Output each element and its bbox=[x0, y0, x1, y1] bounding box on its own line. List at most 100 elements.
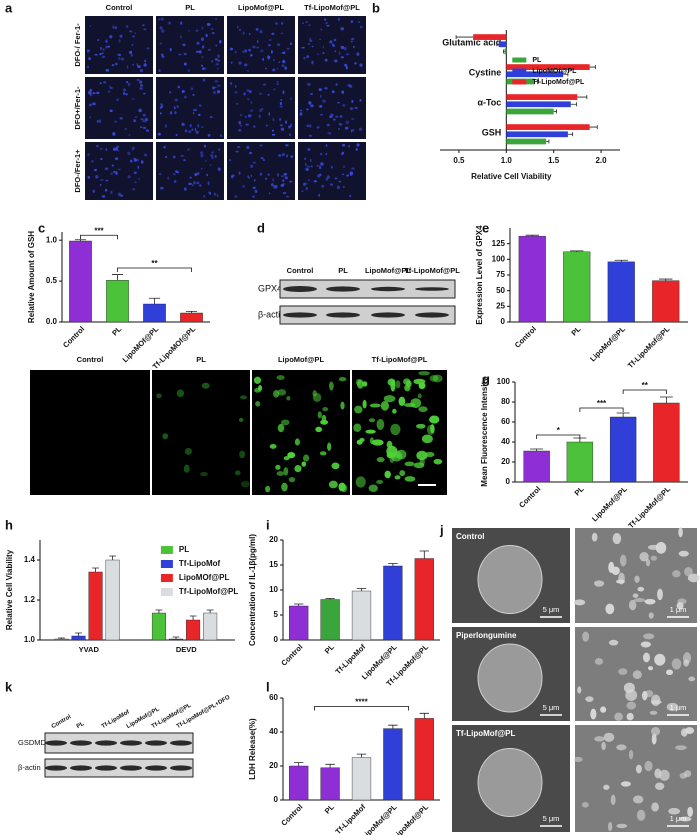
cell bbox=[642, 652, 650, 663]
cell bbox=[252, 45, 256, 49]
cell bbox=[336, 185, 340, 190]
cell bbox=[174, 98, 178, 102]
cell bbox=[176, 389, 185, 398]
cell bbox=[277, 423, 285, 433]
cell bbox=[267, 173, 271, 176]
cell bbox=[327, 175, 330, 179]
column-header: Control bbox=[77, 355, 104, 364]
cell bbox=[156, 393, 162, 399]
cell bbox=[134, 116, 138, 118]
cell bbox=[334, 59, 338, 63]
bar bbox=[180, 312, 203, 323]
cell bbox=[614, 712, 623, 721]
cell bbox=[160, 17, 164, 21]
cell bbox=[187, 69, 190, 72]
cell bbox=[193, 181, 196, 185]
cell bbox=[238, 121, 242, 125]
cell bbox=[310, 92, 314, 95]
cell bbox=[647, 666, 654, 671]
micrograph bbox=[30, 370, 150, 495]
bar bbox=[506, 131, 568, 138]
cell bbox=[347, 84, 351, 87]
x-tick-label: Control bbox=[279, 642, 304, 667]
cell bbox=[654, 768, 662, 779]
error-bar bbox=[496, 42, 499, 47]
cell bbox=[205, 33, 208, 38]
cell bbox=[216, 193, 219, 198]
cell bbox=[591, 532, 598, 542]
bar bbox=[506, 108, 554, 115]
cell bbox=[161, 55, 165, 59]
significance-bracket bbox=[117, 267, 192, 272]
error-bar bbox=[659, 278, 673, 281]
cell bbox=[325, 177, 329, 181]
error-bar bbox=[293, 762, 304, 766]
cell bbox=[259, 144, 263, 147]
error-bar bbox=[189, 615, 197, 620]
cell bbox=[197, 113, 201, 116]
cell bbox=[354, 106, 358, 109]
cell bbox=[655, 782, 665, 790]
cell bbox=[114, 120, 118, 123]
column-header: Tf-LipoMof@PL bbox=[304, 3, 360, 12]
cell bbox=[319, 38, 322, 41]
cell bbox=[632, 670, 642, 679]
cell bbox=[244, 63, 248, 67]
cell bbox=[273, 185, 276, 189]
cell bbox=[322, 406, 329, 412]
cell bbox=[268, 192, 271, 195]
cell bbox=[236, 146, 241, 148]
cell bbox=[334, 50, 337, 53]
cell bbox=[318, 193, 321, 197]
cell bbox=[283, 467, 289, 476]
y-tick-label: 40 bbox=[269, 727, 278, 736]
cell bbox=[268, 43, 271, 47]
x-tick-label: LipoMof@PL bbox=[590, 484, 629, 523]
cell bbox=[109, 86, 113, 89]
cell bbox=[143, 28, 147, 31]
cell bbox=[183, 187, 187, 191]
cell bbox=[376, 457, 385, 463]
row-header: GSDMD bbox=[18, 738, 47, 747]
cell bbox=[195, 29, 199, 32]
cell bbox=[275, 464, 281, 470]
cell bbox=[307, 82, 311, 86]
cell bbox=[252, 186, 256, 189]
row-header: β-actin bbox=[18, 763, 41, 772]
cell bbox=[619, 554, 627, 567]
cell bbox=[201, 67, 205, 71]
cell bbox=[272, 178, 275, 182]
cell bbox=[651, 802, 659, 812]
cell bbox=[136, 158, 140, 162]
cell bbox=[319, 451, 327, 456]
x-tick-label: Control bbox=[517, 484, 542, 509]
cell bbox=[144, 117, 149, 122]
cell bbox=[234, 195, 238, 198]
error-bar bbox=[455, 35, 474, 40]
cell bbox=[268, 112, 271, 116]
cell bbox=[131, 147, 134, 151]
cell bbox=[200, 64, 203, 67]
cell bbox=[338, 180, 342, 183]
band bbox=[70, 740, 92, 746]
y-axis-label: Concentration of IL-1β(pg/ml) bbox=[248, 534, 257, 646]
cell bbox=[594, 658, 604, 665]
cell bbox=[322, 99, 326, 103]
cell bbox=[158, 18, 161, 21]
cell bbox=[311, 45, 314, 48]
cell bbox=[103, 81, 107, 84]
cell bbox=[229, 47, 234, 51]
cell bbox=[137, 65, 141, 69]
cell bbox=[294, 465, 302, 473]
band bbox=[415, 312, 449, 318]
cell bbox=[672, 570, 681, 578]
cell bbox=[342, 104, 346, 107]
cell bbox=[356, 52, 360, 56]
cell bbox=[181, 123, 185, 127]
band bbox=[170, 765, 192, 771]
bar bbox=[414, 718, 434, 801]
cell bbox=[688, 676, 696, 682]
cell bbox=[109, 109, 113, 113]
cell bbox=[273, 390, 280, 398]
cell bbox=[146, 47, 150, 50]
